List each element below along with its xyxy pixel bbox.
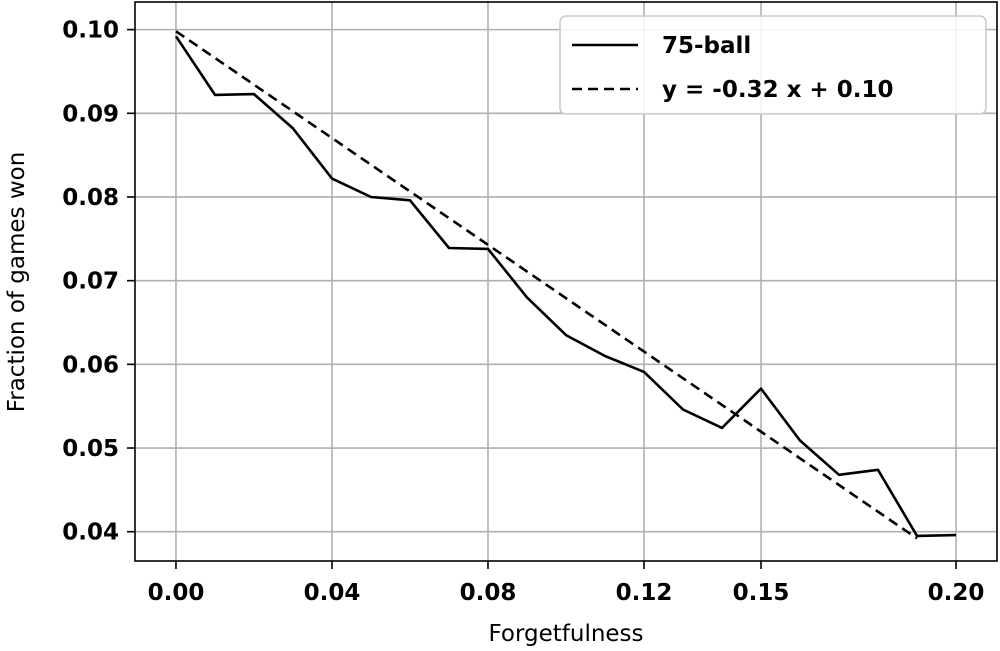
- series-group: [174, 30, 957, 540]
- legend-label-75-ball: 75-ball: [662, 33, 751, 59]
- y-tick-label: 0.06: [62, 352, 119, 378]
- y-tick-label: 0.04: [62, 520, 119, 546]
- plot-frame: [134, 1, 998, 562]
- y-tick-label: 0.05: [62, 436, 119, 462]
- y-tick-label: 0.10: [62, 18, 119, 44]
- legend-box: [559, 15, 987, 115]
- legend-label-fit: y = -0.32 x + 0.10: [662, 77, 893, 103]
- x-tick-label: 0.08: [460, 580, 517, 606]
- legend: 75-ball y = -0.32 x + 0.10: [559, 15, 987, 115]
- y-tick-label: 0.07: [62, 269, 119, 295]
- y-axis: 0.04 0.05 0.06 0.07 0.08 0.09 0.10: [62, 18, 135, 546]
- x-tick-label: 0.12: [616, 580, 673, 606]
- y-tick-label: 0.08: [62, 185, 119, 211]
- x-tick-label: 0.20: [928, 580, 985, 606]
- x-axis: 0.00 0.04 0.08 0.12 0.15 0.20: [148, 561, 985, 606]
- series-line-linear-fit: [175, 30, 918, 540]
- y-axis-label: Fraction of games won: [4, 152, 30, 413]
- x-tick-label: 0.15: [733, 580, 790, 606]
- x-axis-label: Forgetfulness: [488, 621, 643, 647]
- x-tick-label: 0.04: [304, 580, 361, 606]
- y-tick-label: 0.09: [62, 101, 119, 127]
- x-tick-label: 0.00: [148, 580, 205, 606]
- series-line-75-ball: [174, 35, 957, 538]
